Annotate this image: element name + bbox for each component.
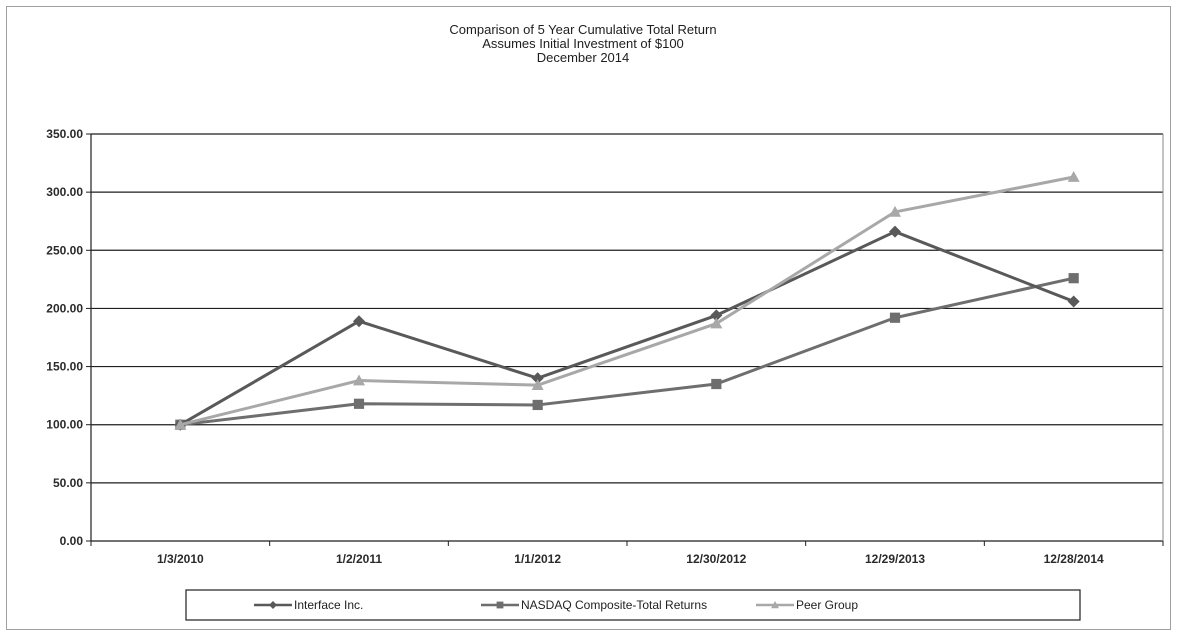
data-point-square <box>889 312 901 323</box>
chart-title-line-3: December 2014 <box>537 50 630 65</box>
legend-entry: NASDAQ Composite-Total Returns <box>481 598 707 612</box>
legend-label: Peer Group <box>796 598 858 612</box>
data-point-diamond <box>889 225 901 238</box>
legend-entry: Peer Group <box>756 598 858 612</box>
legend-entry: Interface Inc. <box>254 598 363 612</box>
y-tick-label: 100.00 <box>46 418 83 432</box>
legend: Interface Inc. NASDAQ Composite-Total Ret… <box>185 589 1081 621</box>
data-point-triangle <box>353 374 365 386</box>
series-triangle <box>174 171 1080 430</box>
y-tick-label: 300.00 <box>46 185 83 199</box>
x-tick-label: 1/1/2012 <box>514 552 561 566</box>
data-point-square <box>496 601 504 609</box>
x-tick-label: 12/29/2013 <box>865 552 925 566</box>
series-square <box>175 273 1079 430</box>
chart-title-line-1: Comparison of 5 Year Cumulative Total Re… <box>449 22 716 37</box>
series-line <box>179 230 1075 427</box>
y-tick-label: 50.00 <box>53 476 83 490</box>
chart-title-line-2: Assumes Initial Investment of $100 <box>482 36 684 51</box>
x-tick-label: 1/2/2011 <box>336 552 382 566</box>
data-point-triangle <box>889 205 901 217</box>
legend-label: NASDAQ Composite-Total Returns <box>521 598 707 612</box>
grid <box>91 133 1163 484</box>
legend-box <box>185 589 1081 621</box>
chart-frame <box>6 6 1171 630</box>
axes: 0.00 50.00 100.00 150.00 200.00 250.00 300.00 3… <box>46 127 1164 566</box>
series-line <box>179 175 1074 427</box>
legend-label: Interface Inc. <box>294 598 363 612</box>
series <box>174 171 1080 431</box>
series-line <box>180 276 1074 427</box>
data-point-square <box>1068 273 1079 284</box>
chart-title: Comparison of 5 Year Cumulative Total Re… <box>449 22 716 65</box>
data-point-square <box>532 399 543 411</box>
data-point-square <box>353 398 365 409</box>
y-tick-label: 350.00 <box>46 127 83 141</box>
y-tick-label: 150.00 <box>46 360 83 374</box>
data-point-triangle <box>1067 171 1080 182</box>
x-tick-label: 12/30/2012 <box>686 552 746 566</box>
y-tick-label: 0.00 <box>60 534 84 548</box>
data-point-triangle <box>531 379 544 390</box>
x-tick-label: 1/3/2010 <box>157 552 204 566</box>
data-point-triangle <box>174 418 187 430</box>
y-tick-label: 200.00 <box>46 301 83 315</box>
data-point-diamond <box>710 309 723 322</box>
data-point-triangle <box>710 317 723 329</box>
data-point-diamond <box>531 372 544 385</box>
x-tick-label: 12/28/2014 <box>1044 552 1104 566</box>
data-point-diamond <box>269 601 277 609</box>
data-point-triangle <box>771 601 779 609</box>
data-point-diamond <box>353 315 365 328</box>
data-point-diamond <box>1067 295 1080 308</box>
data-point-square <box>711 378 722 390</box>
series-diamond <box>174 225 1080 431</box>
y-tick-label: 250.00 <box>46 243 83 257</box>
